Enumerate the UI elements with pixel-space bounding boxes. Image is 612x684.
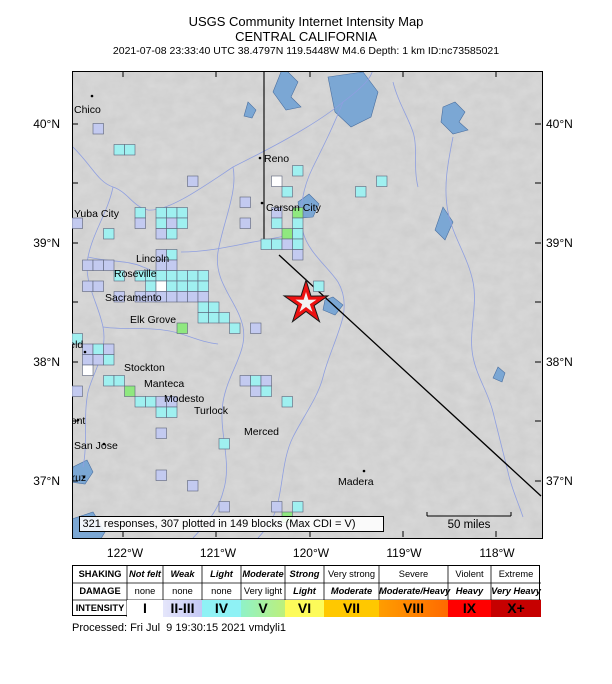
svg-text:50 miles: 50 miles [448, 519, 491, 531]
